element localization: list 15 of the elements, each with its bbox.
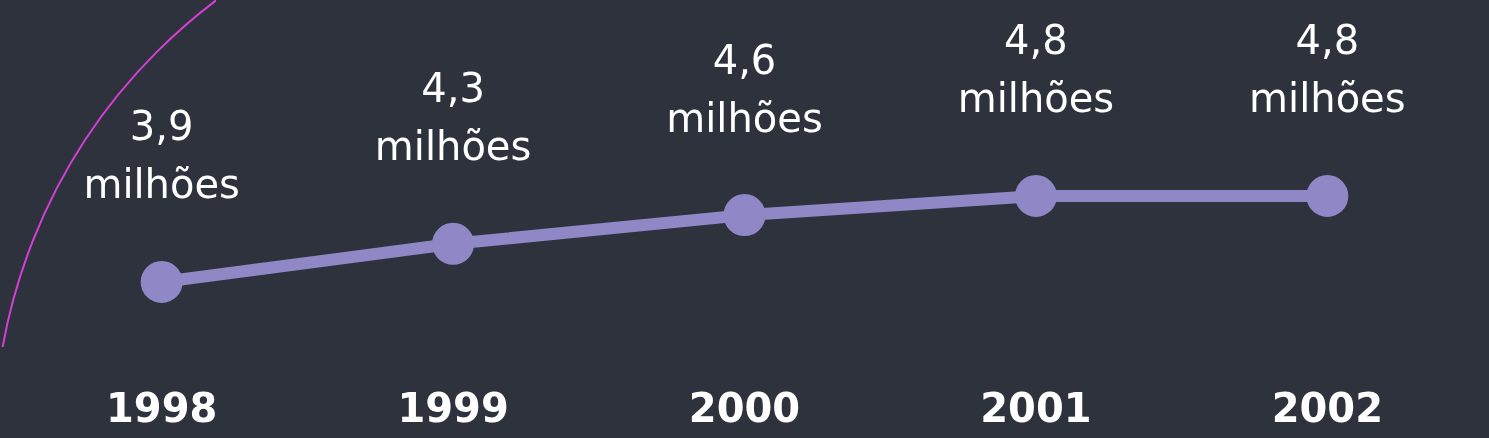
x-tick-label: 1998 [106, 385, 218, 432]
x-tick-label: 1999 [397, 385, 509, 432]
data-label: 4,3 milhões [374, 65, 532, 170]
point [1306, 175, 1349, 217]
point [1014, 175, 1057, 217]
point [723, 194, 766, 237]
x-tick-label: 2002 [1271, 385, 1383, 432]
data-label: 4,8 milhões [1249, 17, 1406, 122]
data-label: 4,8 milhões [957, 17, 1115, 122]
data-label: 4,6 milhões [666, 36, 823, 141]
x-tick-label: 2000 [688, 385, 801, 432]
data-label: 3,9 milhões [83, 103, 240, 208]
point [432, 222, 475, 265]
x-tick-label: 2001 [980, 385, 1092, 432]
point [140, 261, 183, 303]
